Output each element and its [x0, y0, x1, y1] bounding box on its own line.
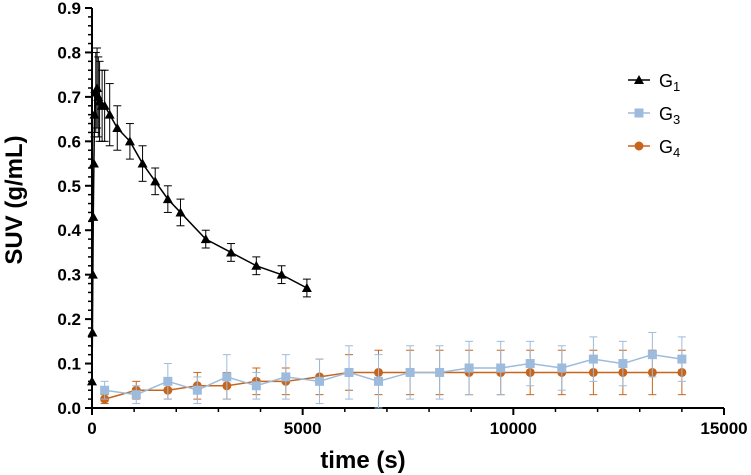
data-point — [677, 354, 687, 364]
y-tick-label: 0.4 — [57, 221, 81, 240]
data-point — [281, 372, 291, 382]
data-point — [525, 359, 535, 369]
legend-item-g4: G4 — [628, 137, 680, 160]
legend-label: G1 — [659, 71, 680, 94]
y-tick-label: 0.7 — [57, 88, 81, 107]
data-point — [92, 83, 103, 92]
data-point — [251, 381, 261, 391]
x-tick-label: 15000 — [700, 419, 747, 438]
y-tick-label: 0.5 — [57, 177, 81, 196]
y-tick-label: 0.1 — [57, 355, 81, 374]
data-point — [557, 363, 567, 373]
legend-item-g3: G3 — [628, 104, 680, 127]
data-point — [88, 158, 99, 168]
series-g3 — [100, 331, 687, 409]
series-line — [104, 371, 682, 400]
data-point — [124, 136, 135, 146]
x-tick-label: 10000 — [490, 419, 537, 438]
series-g1 — [87, 47, 312, 386]
data-point — [131, 390, 141, 400]
data-point — [137, 158, 148, 168]
data-point — [87, 269, 98, 279]
y-tick-label: 0.8 — [57, 43, 81, 62]
data-point — [344, 367, 354, 377]
legend-swatch-marker — [634, 108, 644, 118]
data-point — [374, 376, 384, 386]
data-point — [104, 109, 115, 119]
y-tick-label: 0.2 — [57, 310, 81, 329]
data-point — [163, 376, 173, 386]
x-tick-label: 0 — [87, 419, 96, 438]
data-point — [435, 367, 445, 377]
data-point — [99, 100, 110, 110]
data-point — [276, 269, 287, 279]
data-point — [175, 207, 186, 217]
y-tick-label: 0.3 — [57, 266, 81, 285]
data-point — [226, 247, 237, 257]
legend: G1 G3 G4 — [628, 71, 680, 160]
data-point — [315, 376, 325, 386]
y-tick-label: 0.6 — [57, 132, 81, 151]
data-point — [588, 354, 598, 364]
data-point — [100, 385, 110, 395]
data-point — [618, 359, 628, 369]
data-point — [496, 363, 506, 373]
data-point — [162, 194, 173, 204]
legend-item-g1: G1 — [628, 71, 680, 94]
series-line — [104, 353, 682, 396]
y-tick-label: 0.9 — [57, 0, 81, 18]
x-axis-title: time (s) — [320, 447, 405, 474]
series-layer — [87, 47, 687, 409]
data-point — [88, 211, 99, 221]
data-point — [464, 363, 474, 373]
data-point — [87, 376, 97, 386]
data-point — [251, 260, 262, 270]
y-tick-label: 0.0 — [57, 399, 81, 418]
data-point — [405, 367, 415, 377]
data-point — [647, 350, 657, 360]
y-axis-title: SUV (g/mL) — [1, 135, 28, 264]
legend-swatch-marker — [634, 75, 644, 84]
data-point — [301, 283, 312, 292]
x-tick-label: 5000 — [284, 419, 322, 438]
data-point — [200, 234, 211, 244]
legend-label: G3 — [659, 104, 680, 127]
axes — [91, 8, 724, 409]
data-point — [87, 327, 98, 337]
data-point — [222, 372, 232, 382]
legend-swatch-marker — [634, 141, 644, 151]
data-point — [89, 109, 100, 119]
data-point — [150, 176, 161, 186]
legend-label: G4 — [659, 137, 680, 160]
data-point — [192, 385, 202, 395]
series-line — [91, 87, 308, 382]
data-point — [112, 123, 123, 132]
